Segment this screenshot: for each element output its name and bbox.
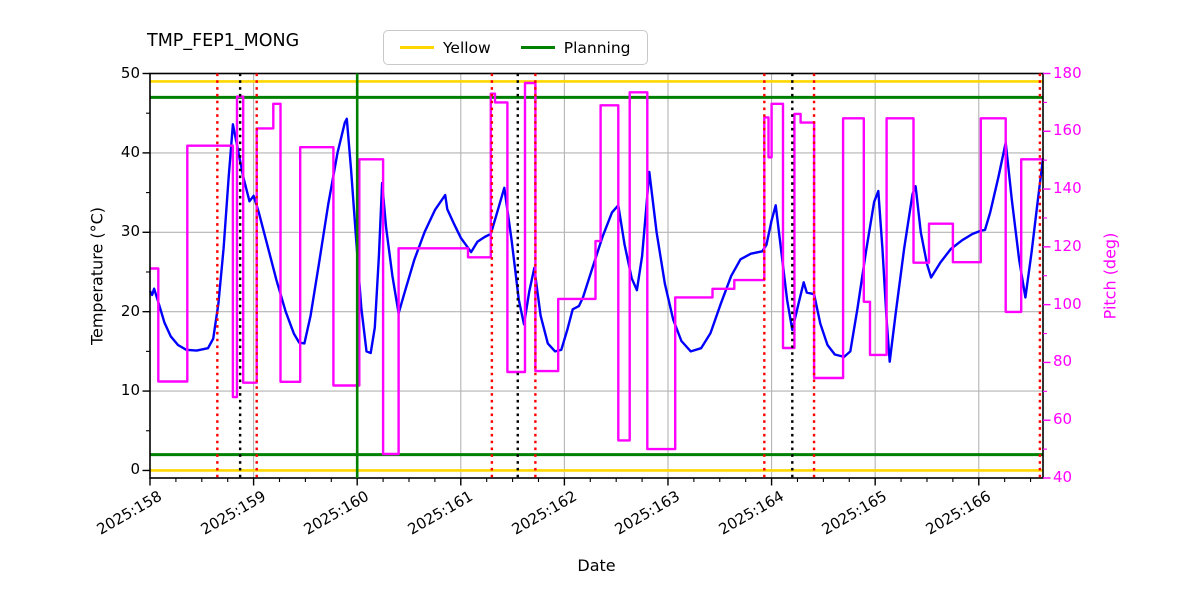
legend-label-yellow: Yellow bbox=[443, 38, 491, 57]
legend-label-planning: Planning bbox=[563, 38, 631, 57]
y-left-tick-label: 50 bbox=[120, 63, 140, 82]
legend-item-planning: Planning bbox=[520, 38, 631, 57]
y-right-tick-label: 80 bbox=[1053, 352, 1073, 371]
yellow-line-swatch bbox=[400, 45, 434, 50]
y-left-tick-label: 30 bbox=[120, 222, 140, 241]
y-left-tick-label: 40 bbox=[120, 142, 140, 161]
y-right-tick-label: 180 bbox=[1053, 63, 1082, 82]
y-right-tick-label: 120 bbox=[1053, 236, 1082, 255]
series-pitch bbox=[150, 81, 1043, 456]
series-temperature bbox=[148, 117, 1045, 363]
y-left-tick-label: 20 bbox=[120, 301, 140, 320]
chart-title: TMP_FEP1_MONG bbox=[147, 31, 300, 51]
legend-item-yellow: Yellow bbox=[400, 39, 491, 57]
y-right-tick-label: 40 bbox=[1053, 468, 1073, 486]
y-right-tick-label: 160 bbox=[1053, 121, 1082, 140]
y-left-tick-label: 10 bbox=[120, 381, 140, 400]
planning-line-swatch bbox=[520, 45, 555, 50]
x-axis-label: Date bbox=[577, 556, 616, 575]
y-right-tick-label: 60 bbox=[1053, 410, 1073, 429]
y-axis-label-pitch: Pitch (deg) bbox=[1100, 232, 1120, 320]
y-left-tick-label: 0 bbox=[130, 460, 140, 479]
legend: Yellow Planning bbox=[383, 30, 648, 65]
y-right-tick-label: 140 bbox=[1053, 179, 1082, 198]
y-right-tick-label: 100 bbox=[1053, 294, 1082, 313]
